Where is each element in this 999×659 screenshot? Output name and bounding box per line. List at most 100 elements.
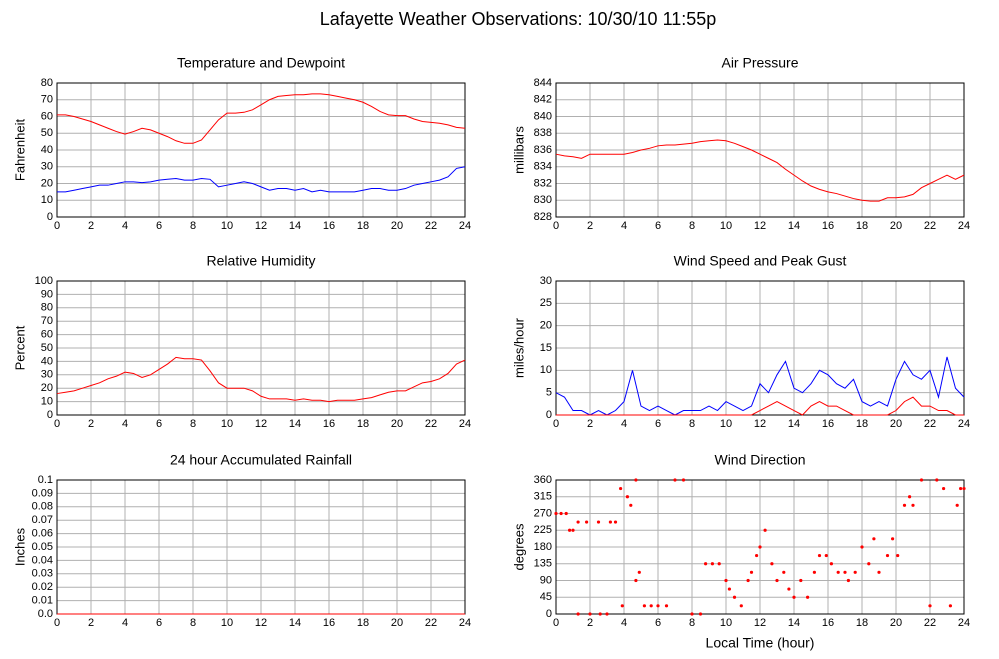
data-point	[843, 570, 847, 574]
y-tick-label: 10	[540, 364, 552, 376]
chart-title: Wind Speed and Peak Gust	[674, 253, 847, 269]
x-tick-label: 16	[323, 418, 335, 430]
data-point	[637, 570, 641, 574]
x-tick-label: 22	[425, 220, 437, 232]
y-tick-label: 844	[534, 77, 552, 89]
x-tick-label: 8	[689, 617, 695, 629]
y-tick-label: 0	[47, 409, 53, 421]
data-line	[555, 356, 965, 416]
x-tick-label: 0	[553, 617, 559, 629]
y-tick-label: 15	[540, 342, 552, 354]
data-point	[891, 537, 895, 541]
y-tick-label: 30	[41, 161, 53, 173]
data-point	[608, 520, 613, 524]
data-point	[698, 612, 703, 616]
x-tick-label: 8	[190, 418, 196, 430]
data-point	[787, 587, 791, 591]
y-tick-label: 80	[41, 77, 53, 89]
x-tick-label: 2	[587, 617, 593, 629]
y-tick-label: 0.09	[32, 487, 53, 499]
x-tick-label: 4	[621, 418, 627, 430]
x-tick-label: 2	[88, 418, 94, 430]
data-point	[955, 503, 959, 507]
y-tick-label: 100	[35, 275, 53, 287]
x-tick-label: 12	[754, 418, 766, 430]
y-tick-label: 0.0	[38, 608, 53, 620]
y-tick-label: 30	[41, 369, 53, 381]
x-tick-label: 10	[720, 220, 732, 232]
data-point	[642, 604, 647, 608]
chart-title: Temperature and Dewpoint	[177, 55, 345, 71]
y-tick-label: 80	[41, 302, 53, 314]
x-tick-label: 6	[655, 418, 661, 430]
data-point	[877, 570, 881, 574]
x-tick-label: 12	[255, 418, 267, 430]
data-point	[664, 604, 669, 608]
x-tick-label: 10	[221, 220, 233, 232]
data-line	[556, 396, 964, 416]
y-tick-label: 60	[41, 329, 53, 341]
chart-title: Air Pressure	[721, 55, 798, 71]
data-point	[959, 486, 963, 491]
data-point	[908, 495, 912, 499]
data-point	[824, 553, 828, 558]
x-tick-label: 8	[190, 617, 196, 629]
y-tick-label: 0.03	[32, 568, 53, 580]
y-axis-label: degrees	[511, 523, 526, 570]
y-tick-label: 20	[41, 177, 53, 189]
y-tick-label: 10	[41, 194, 53, 206]
y-tick-label: 0.02	[32, 581, 53, 593]
x-tick-label: 24	[459, 617, 471, 629]
x-tick-label: 12	[255, 617, 267, 629]
plot-frame	[555, 280, 965, 416]
x-tick-label: 10	[221, 418, 233, 430]
x-tick-label: 12	[754, 220, 766, 232]
data-point	[704, 562, 708, 566]
x-tick-label: 14	[788, 617, 800, 629]
x-tick-label: 6	[156, 617, 162, 629]
y-axis-label: Fahrenheit	[12, 119, 27, 182]
data-point	[585, 520, 589, 524]
data-point	[806, 595, 810, 599]
y-tick-label: 90	[41, 288, 53, 300]
y-tick-label: 90	[540, 574, 552, 586]
y-tick-label: 832	[534, 177, 552, 189]
data-point	[948, 604, 953, 608]
x-tick-label: 24	[958, 617, 970, 629]
x-tick-label: 20	[391, 220, 403, 232]
y-axis-label: miles/hour	[511, 317, 526, 378]
data-point	[629, 503, 633, 507]
y-tick-label: 60	[41, 110, 53, 122]
x-tick-label: 6	[156, 220, 162, 232]
data-point	[625, 495, 630, 499]
data-line	[56, 356, 466, 403]
data-point	[902, 503, 907, 507]
x-tick-label: 14	[289, 220, 301, 232]
data-point	[717, 562, 721, 566]
x-tick-label: 20	[391, 617, 403, 629]
y-tick-label: 25	[540, 297, 552, 309]
data-point	[690, 612, 694, 616]
y-tick-label: 0.08	[32, 501, 53, 513]
y-tick-label: 0	[546, 608, 552, 620]
data-point	[596, 520, 601, 524]
y-tick-label: 0.01	[32, 595, 53, 607]
data-point	[724, 578, 728, 583]
x-tick-label: 4	[122, 220, 128, 232]
x-tick-label: 18	[357, 617, 369, 629]
y-tick-label: 830	[534, 194, 552, 206]
y-tick-label: 840	[534, 110, 552, 122]
x-tick-label: 16	[822, 617, 834, 629]
data-point	[775, 578, 779, 583]
data-point	[885, 553, 890, 558]
x-tick-label: 0	[54, 418, 60, 430]
y-tick-label: 40	[41, 144, 53, 156]
y-tick-label: 180	[534, 541, 552, 553]
y-tick-label: 40	[41, 355, 53, 367]
y-tick-label: 836	[534, 144, 552, 156]
x-tick-label: 16	[822, 418, 834, 430]
x-tick-label: 4	[621, 617, 627, 629]
y-tick-label: 828	[534, 211, 552, 223]
data-point	[829, 562, 834, 566]
data-point	[755, 553, 759, 558]
